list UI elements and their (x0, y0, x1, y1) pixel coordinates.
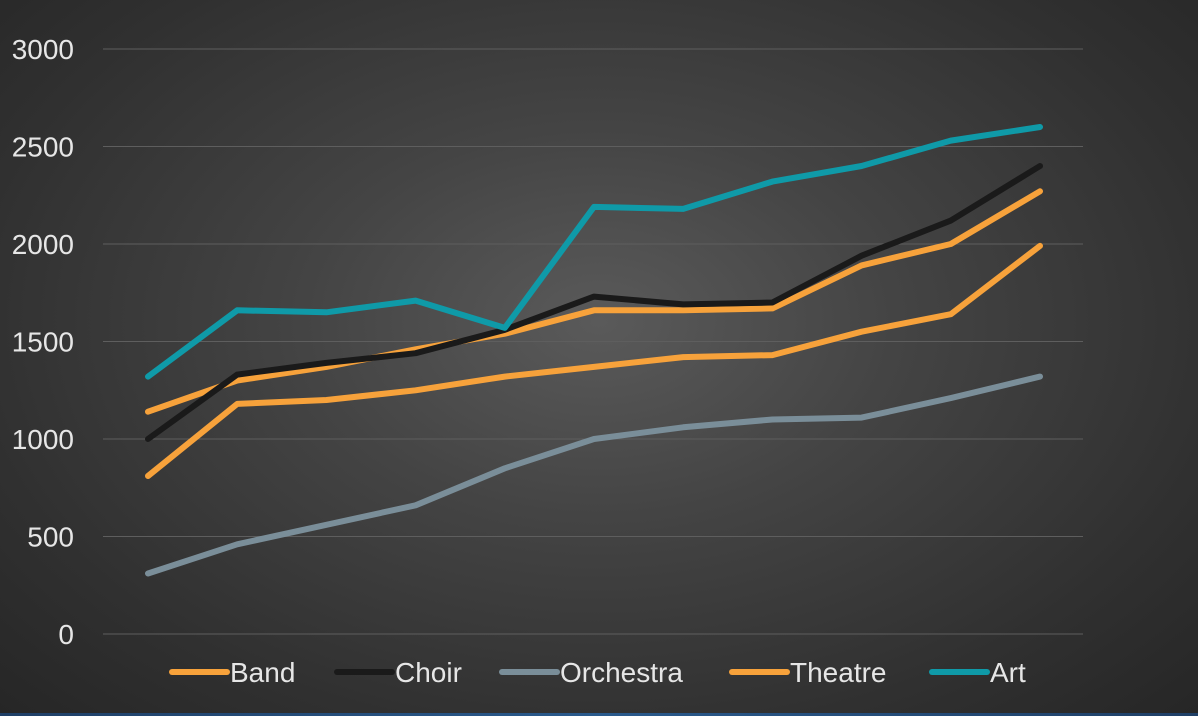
series-line-band (145, 188, 1043, 415)
bottom-accent-strip (0, 713, 1198, 716)
legend: Band Choir Orchestra Theatre Art (169, 657, 1026, 688)
y-tick-label: 1000 (12, 424, 74, 455)
legend-label: Band (230, 657, 295, 688)
gridlines (103, 48, 1083, 635)
series-line-art (145, 124, 1043, 380)
y-tick-label: 1500 (12, 327, 74, 358)
legend-item-theatre: Theatre (729, 657, 887, 688)
legend-item-art: Art (929, 657, 1026, 688)
legend-item-choir: Choir (334, 657, 462, 688)
y-tick-label: 3000 (12, 34, 74, 65)
y-tick-label: 0 (58, 619, 74, 650)
series-line-theatre (145, 242, 1043, 479)
legend-label: Orchestra (560, 657, 683, 688)
y-axis-tick-labels: 0 500 1000 1500 2000 2500 3000 (12, 34, 74, 650)
y-tick-label: 500 (27, 522, 74, 553)
legend-item-orchestra: Orchestra (499, 657, 683, 688)
legend-label: Theatre (790, 657, 887, 688)
legend-label: Choir (395, 657, 462, 688)
series-line-orchestra (145, 373, 1043, 577)
y-tick-label: 2000 (12, 229, 74, 260)
y-tick-label: 2500 (12, 132, 74, 163)
series-line-choir (145, 163, 1043, 442)
series-lines (145, 124, 1043, 577)
legend-label: Art (990, 657, 1026, 688)
legend-item-band: Band (169, 657, 295, 688)
